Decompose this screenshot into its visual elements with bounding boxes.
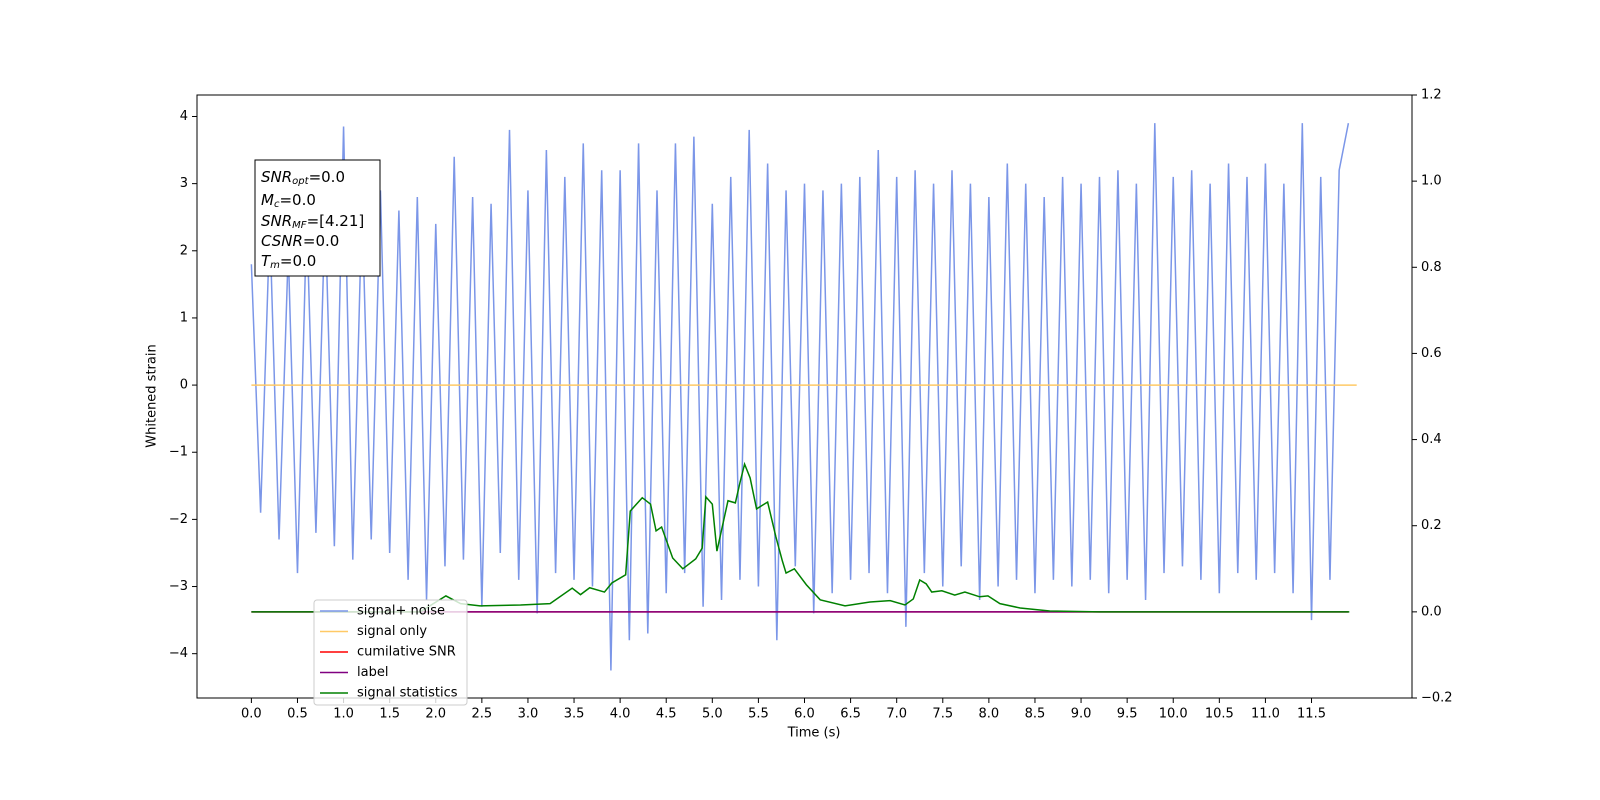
annotation-symbol: M — [261, 191, 274, 209]
y-tick-label: 3 — [180, 176, 188, 191]
series-line — [251, 461, 1350, 613]
y2-tick-label: −0.2 — [1421, 691, 1453, 706]
annotation-line: Tm=0.0 — [261, 252, 316, 272]
annotation-subscript: m — [270, 260, 280, 271]
annotation-box — [254, 159, 381, 277]
legend-box — [313, 599, 468, 706]
legend-label: label — [357, 665, 388, 680]
y2-tick-label: 0.6 — [1421, 346, 1442, 361]
annotation-value: =0.0 — [303, 232, 339, 250]
legend-label: signal statistics — [357, 686, 458, 701]
x-tick-label: 10.0 — [1159, 707, 1188, 722]
annotation-symbol: T — [261, 252, 272, 270]
y2-tick-label: 1.2 — [1421, 88, 1442, 103]
y-tick-label: −2 — [169, 512, 188, 527]
series-line — [250, 123, 1350, 671]
y-tick-label: 0 — [180, 378, 188, 393]
y2-tick-label: 0.0 — [1421, 604, 1442, 619]
annotation-symbol: SNR — [261, 168, 292, 186]
annotation-subscript: opt — [292, 176, 309, 187]
y2-tick-label: 1.0 — [1421, 174, 1442, 189]
x-tick-label: 4.5 — [656, 707, 677, 722]
x-tick-label: 1.5 — [379, 707, 400, 722]
y-tick-label: −3 — [169, 579, 188, 594]
x-tick-label: 5.0 — [702, 707, 723, 722]
annotation-subscript: c — [274, 199, 280, 210]
annotation-symbol: SNR — [261, 212, 292, 230]
y2-tick-label: 0.8 — [1421, 260, 1442, 275]
y-tick-label: −1 — [169, 445, 188, 460]
annotation-line: CSNR=0.0 — [261, 232, 339, 250]
annotation-value: =0.0 — [280, 252, 316, 270]
annotation-symbol: CSNR — [261, 232, 303, 250]
annotation-subscript: MF — [292, 220, 307, 231]
annotation-line: SNRopt=0.0 — [261, 168, 345, 188]
legend-label: signal+ noise — [357, 604, 445, 619]
y-axis-label: Whitened strain — [145, 344, 160, 447]
x-tick-label: 7.5 — [932, 707, 953, 722]
y2-tick-label: 0.4 — [1421, 432, 1442, 447]
x-tick-label: 0.5 — [287, 707, 308, 722]
x-tick-label: 6.5 — [840, 707, 861, 722]
x-tick-label: 11.0 — [1251, 707, 1280, 722]
annotation-value: =0.0 — [309, 168, 345, 186]
x-tick-label: 1.0 — [333, 707, 354, 722]
annotation-line: Mc=0.0 — [261, 191, 316, 211]
legend-label: cumilative SNR — [357, 645, 456, 660]
x-tick-label: 6.0 — [794, 707, 815, 722]
x-tick-label: 7.0 — [886, 707, 907, 722]
plot-frame — [196, 94, 1413, 699]
y-tick-label: −4 — [169, 646, 188, 661]
x-tick-label: 8.5 — [1025, 707, 1046, 722]
x-tick-label: 8.0 — [979, 707, 1000, 722]
x-tick-label: 5.5 — [748, 707, 769, 722]
y-tick-label: 4 — [180, 109, 188, 124]
x-tick-label: 3.0 — [518, 707, 539, 722]
legend-label: signal only — [357, 624, 427, 639]
x-axis-label: Time (s) — [787, 726, 841, 741]
x-tick-label: 11.5 — [1297, 707, 1326, 722]
y-tick-label: 2 — [180, 243, 188, 258]
x-tick-label: 9.5 — [1117, 707, 1138, 722]
x-tick-label: 4.0 — [610, 707, 631, 722]
x-tick-label: 9.0 — [1071, 707, 1092, 722]
x-tick-label: 10.5 — [1205, 707, 1234, 722]
x-tick-label: 2.0 — [425, 707, 446, 722]
annotation-value: =0.0 — [279, 191, 315, 209]
x-tick-label: 2.5 — [472, 707, 493, 722]
x-tick-label: 3.5 — [564, 707, 585, 722]
y-tick-label: 1 — [180, 310, 188, 325]
x-tick-label: 0.0 — [241, 707, 262, 722]
y2-tick-label: 0.2 — [1421, 518, 1442, 533]
annotation-value: =[4.21] — [307, 212, 365, 230]
legend: signal+ noise signal only cumilative SNR la… — [313, 599, 468, 706]
annotation-line: SNRMF=[4.21] — [261, 212, 364, 232]
